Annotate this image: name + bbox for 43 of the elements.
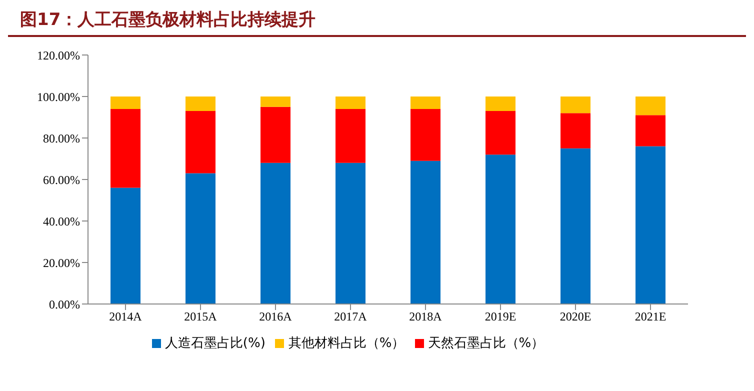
bar	[260, 96, 290, 107]
bar	[560, 148, 590, 304]
bar	[410, 160, 440, 304]
y-tick-label: 80.00%	[43, 131, 80, 146]
x-tick-label: 2021E	[634, 310, 666, 324]
bar	[636, 146, 666, 304]
bar	[636, 96, 666, 116]
y-tick-label: 40.00%	[43, 214, 80, 228]
x-tick-label: 2017A	[334, 310, 368, 324]
y-tick-label: 0.00%	[49, 297, 80, 312]
x-tick-label: 2019E	[484, 310, 516, 324]
bar	[336, 162, 366, 304]
chart-title: 图17：人工石墨负极材料占比持续提升	[8, 8, 746, 37]
bar	[336, 96, 366, 109]
bar	[410, 96, 440, 109]
bar	[486, 154, 516, 304]
y-tick-label: 120.00%	[37, 48, 80, 62]
y-tick-label: 20.00%	[43, 256, 80, 270]
bar	[110, 188, 140, 304]
bar	[260, 162, 290, 304]
bar	[336, 108, 366, 163]
x-tick-label: 2016A	[259, 310, 292, 324]
bar	[636, 115, 666, 146]
legend-label: 天然石墨占比（%）	[428, 336, 544, 351]
y-tick-label: 60.00%	[43, 172, 80, 187]
bar	[560, 113, 590, 148]
bar	[186, 173, 216, 304]
legend-label: 其他材料占比（%）	[288, 336, 405, 351]
x-tick-label: 2015A	[184, 310, 218, 324]
bar	[260, 106, 290, 163]
bar	[560, 96, 590, 114]
x-tick-label: 2020E	[560, 310, 592, 324]
bar	[486, 96, 516, 112]
x-tick-label: 2014A	[109, 310, 142, 324]
bar	[186, 111, 216, 174]
y-tick-label: 100.00%	[37, 90, 80, 104]
bar	[110, 108, 140, 188]
bar	[110, 96, 140, 109]
bar	[186, 96, 216, 112]
bar	[486, 111, 516, 155]
legend-label: 人造石墨占比(%)	[164, 336, 266, 351]
bar	[410, 108, 440, 161]
x-tick-label: 2018A	[409, 310, 442, 324]
